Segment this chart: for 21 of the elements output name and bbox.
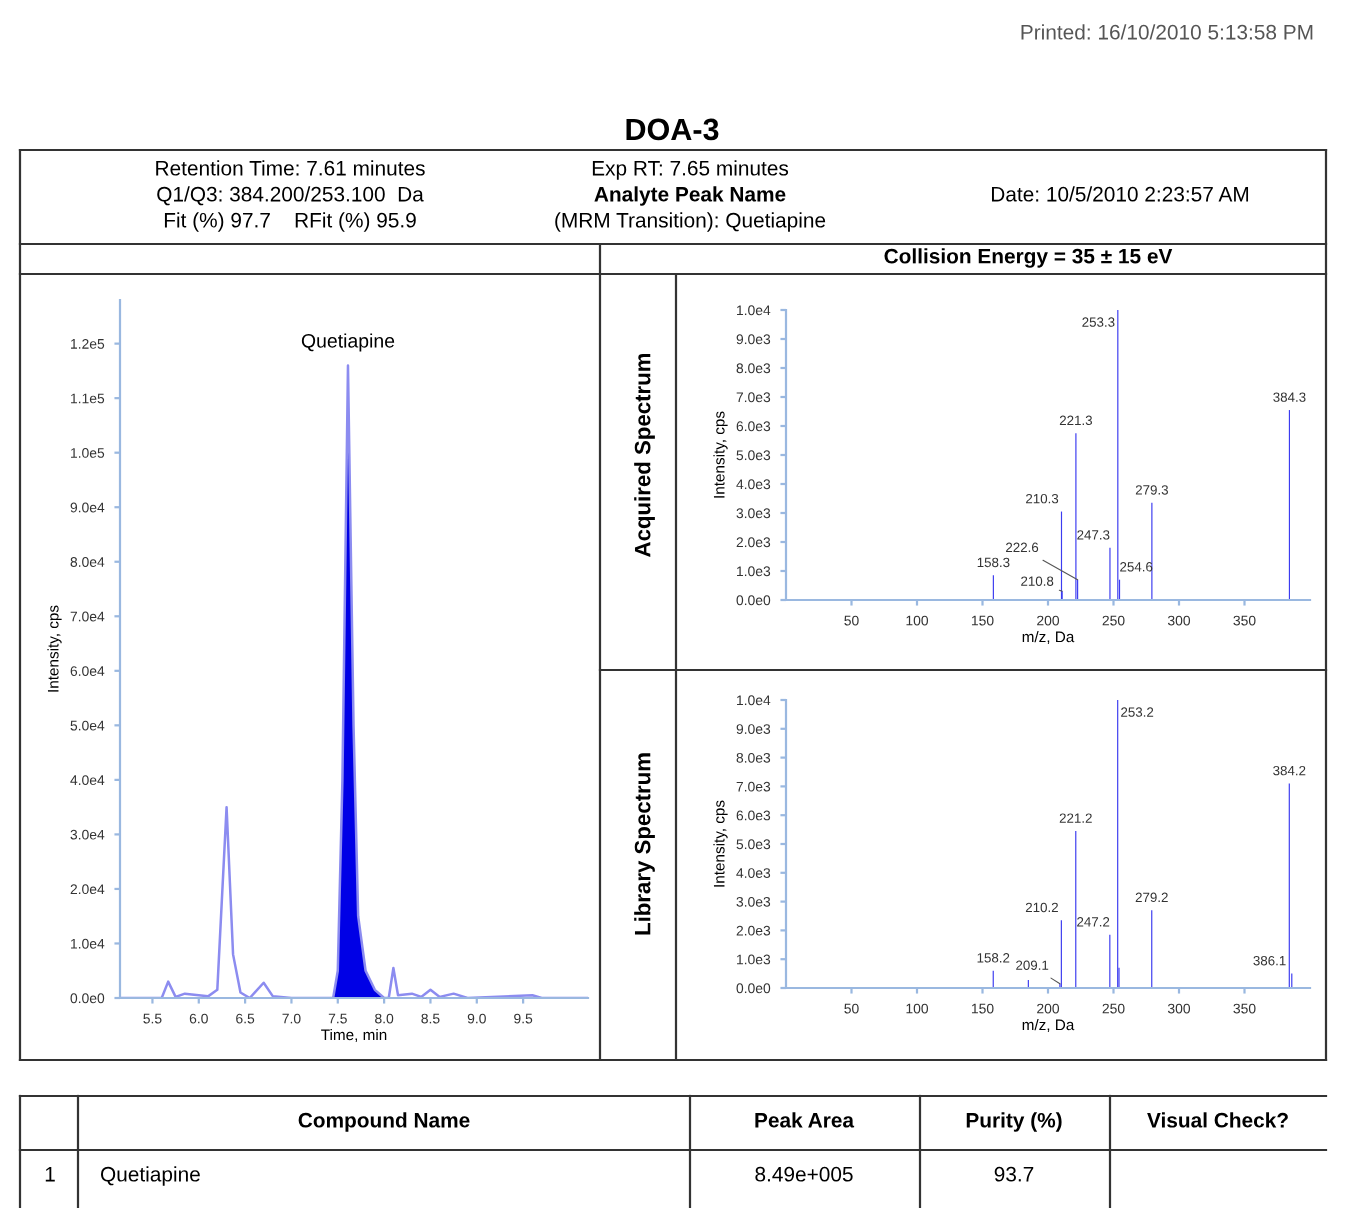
annotation: Quetiapine (301, 333, 395, 352)
text: Quetiapine (100, 1166, 200, 1186)
text: DOA-3 (626, 118, 719, 141)
text: Collision Energy = 35 ± 15 eV (884, 248, 1173, 268)
text: Peak Area (755, 1112, 855, 1128)
text: 93.7 (994, 1166, 1034, 1182)
text: Fit (%) 97.7 RFit (%) 95.9 (164, 212, 416, 232)
text: 1 (45, 1167, 55, 1182)
text: Compound Name (298, 1112, 470, 1132)
text: (MRM Transition): Quetiapine (555, 212, 826, 232)
text: Retention Time: 7.61 minutes (156, 160, 425, 176)
text: Exp RT: 7.65 minutes (592, 160, 789, 180)
text: Printed: 16/10/2010 5:13:58 PM (1021, 24, 1313, 40)
text: 8.49e+005 (755, 1166, 853, 1182)
text: Analyte Peak Name (594, 186, 786, 206)
text: Library Spectrum (634, 753, 655, 935)
text: Visual Check? (1147, 1112, 1288, 1128)
text: Q1/Q3: 384.200/253.100 Da (157, 186, 424, 206)
text: Acquired Spectrum (634, 353, 655, 557)
text: Date: 10/5/2010 2:23:57 AM (991, 186, 1249, 202)
text: Purity (%) (966, 1112, 1062, 1132)
